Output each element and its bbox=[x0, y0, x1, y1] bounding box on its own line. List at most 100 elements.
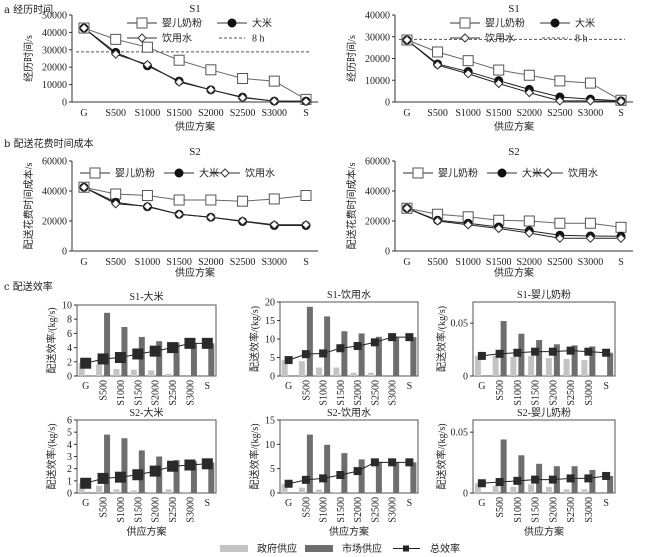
bar-market bbox=[324, 444, 331, 493]
x-tick-label: S3000 bbox=[388, 497, 399, 523]
total-point bbox=[167, 460, 179, 472]
bar-gov bbox=[298, 487, 305, 493]
total-point bbox=[132, 469, 144, 481]
y-tick-label: 10 bbox=[62, 301, 72, 312]
y-tick-label: 30000 bbox=[365, 32, 390, 43]
y-tick-label: 5 bbox=[67, 428, 72, 439]
y-tick-label: 40000 bbox=[42, 28, 67, 39]
bar-market bbox=[607, 475, 614, 493]
bar-gov bbox=[563, 489, 570, 493]
y-tick-label: 0 bbox=[463, 489, 468, 500]
x-tick-label: S1500 bbox=[336, 380, 347, 406]
bar-market bbox=[121, 438, 128, 493]
bar-gov bbox=[182, 491, 189, 493]
y-tick-label: 5 bbox=[270, 353, 275, 364]
x-tick-label: S bbox=[618, 108, 624, 119]
x-tick-label: S1500 bbox=[166, 257, 192, 268]
x-axis-label: 供应方案 bbox=[524, 525, 564, 538]
x-tick-label: S2000 bbox=[198, 257, 224, 268]
bar-market bbox=[306, 306, 313, 376]
section-label-a: a 经历时间 bbox=[4, 5, 54, 16]
bar-gov bbox=[148, 491, 155, 493]
data-point bbox=[585, 233, 596, 243]
legend-marker bbox=[459, 17, 471, 29]
x-tick-label: S500 bbox=[301, 497, 312, 518]
total-point bbox=[184, 459, 196, 471]
total-point bbox=[584, 474, 593, 483]
y-axis-label: 配送效率/(kg/s) bbox=[435, 423, 448, 489]
y-tick-label: 0 bbox=[385, 98, 390, 109]
bottom-legend: 政府供应 市场供应 总效率 bbox=[220, 542, 460, 555]
x-tick-label: S1500 bbox=[486, 108, 512, 119]
plot-frame bbox=[472, 419, 616, 494]
x-tick-label: S1500 bbox=[486, 257, 512, 268]
bar-gov bbox=[510, 356, 517, 376]
total-point bbox=[114, 352, 126, 364]
total-point bbox=[149, 345, 161, 357]
data-point bbox=[141, 41, 153, 53]
bar-gov bbox=[563, 359, 570, 376]
data-point bbox=[554, 217, 566, 229]
bar-gov bbox=[528, 484, 535, 493]
y-tick-label: 40000 bbox=[365, 11, 390, 22]
data-point bbox=[523, 69, 535, 81]
series-line-2 bbox=[406, 39, 622, 102]
data-point bbox=[173, 54, 185, 66]
series-line-2 bbox=[83, 27, 307, 102]
x-tick-label: S2500 bbox=[566, 380, 577, 406]
y-axis-label: 配送效率/(kg/s) bbox=[435, 306, 448, 372]
legend-marker-total bbox=[403, 545, 409, 552]
data-point bbox=[142, 201, 153, 212]
legend-label: 大米 bbox=[252, 17, 272, 30]
data-point bbox=[142, 59, 153, 70]
x-tick-label: S500 bbox=[495, 380, 506, 401]
legend-label: 婴儿奶粉 bbox=[162, 17, 202, 30]
y-tick-label: 0.05 bbox=[451, 428, 469, 439]
plot-frame bbox=[279, 419, 419, 494]
chart-c-s1-milk: S1-婴儿奶粉 0 0.05 G S500 S1000 S1500 S2000 S2500 S30… bbox=[435, 288, 616, 406]
y-axis-label: 配送效率/(kg/s) bbox=[45, 423, 58, 489]
legend-marker bbox=[227, 18, 237, 28]
bar-market bbox=[208, 343, 215, 376]
total-point bbox=[319, 349, 328, 358]
data-point bbox=[79, 182, 89, 192]
legend-marker bbox=[137, 33, 147, 43]
y-tick-label: 0 bbox=[67, 489, 72, 500]
bar-market bbox=[173, 342, 180, 376]
x-tick-label: S500 bbox=[105, 108, 126, 119]
bar-gov bbox=[333, 367, 340, 376]
y-tick-label: 8 bbox=[67, 315, 72, 326]
data-point bbox=[463, 69, 473, 79]
y-tick-label: 20000 bbox=[365, 217, 390, 228]
legend-swatch-market bbox=[305, 545, 333, 552]
data-point bbox=[79, 23, 89, 33]
total-point bbox=[97, 472, 109, 484]
bar-gov bbox=[316, 489, 323, 493]
chart-title: S2-婴儿奶粉 bbox=[517, 406, 571, 419]
y-tick-label: 1 bbox=[67, 476, 72, 487]
total-point bbox=[531, 475, 540, 484]
bar-market bbox=[104, 312, 111, 376]
chart-c-s1-rice: S1-大米 0 2 4 6 8 10 G S500 S1000 S1500 S2000 S2500 S30… bbox=[45, 290, 217, 406]
y-axis-label: 配送效率/(kg/s) bbox=[45, 307, 58, 373]
bar-gov bbox=[474, 483, 481, 493]
total-point bbox=[80, 357, 92, 369]
x-tick-label: S2000 bbox=[353, 380, 364, 406]
data-point bbox=[237, 216, 248, 226]
chart-a-left: S1 0 10000 20000 30000 40000 50000 G S500 S1000 S1… bbox=[22, 3, 318, 133]
y-tick-label: 30000 bbox=[42, 45, 67, 56]
x-tick-label: S bbox=[618, 257, 624, 268]
data-point bbox=[402, 35, 412, 45]
data-point bbox=[584, 217, 596, 229]
legend-marker bbox=[460, 33, 470, 43]
y-axis-label: 配送花费时间成本/s bbox=[345, 163, 358, 250]
legend-label: 婴儿奶粉 bbox=[115, 167, 155, 180]
data-point bbox=[524, 87, 534, 98]
data-point bbox=[615, 221, 627, 233]
x-tick-label: S2000 bbox=[353, 497, 364, 523]
chart-title: S2 bbox=[508, 146, 520, 158]
legend-label: 8 h bbox=[575, 34, 588, 45]
x-tick-label: S3000 bbox=[388, 380, 399, 406]
chart-title: S1 bbox=[189, 3, 201, 15]
